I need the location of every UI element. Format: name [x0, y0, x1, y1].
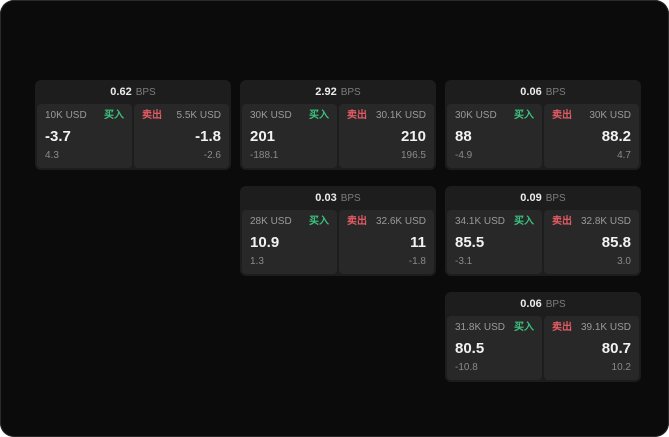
sell-sub-value: 3.0	[617, 256, 631, 267]
sell-price: -1.8	[195, 127, 221, 145]
sell-side-label: 卖出	[552, 110, 572, 121]
buy-panel[interactable]: 28K USD 买入 10.9 1.3	[242, 210, 337, 274]
sell-side-label: 卖出	[142, 110, 162, 121]
sell-panel[interactable]: 卖出 32.6K USD 11 -1.8	[339, 210, 434, 274]
buy-price: 85.5	[455, 233, 485, 251]
quote-card: 0.06 BPS 30K USD 买入 88 -4.9 卖出 30K USD 8…	[445, 80, 641, 170]
quote-card: 0.03 BPS 28K USD 买入 10.9 1.3 卖出 32.6K US…	[240, 186, 436, 276]
spread-value: 0.62	[110, 86, 132, 98]
buy-sub-value: -10.8	[455, 362, 478, 373]
buy-sub-value: -188.1	[250, 150, 279, 161]
spread-header: 0.09 BPS	[445, 186, 641, 210]
bps-label: BPS	[340, 86, 361, 98]
buy-panel[interactable]: 10K USD 买入 -3.7 4.3	[37, 104, 132, 168]
buy-price: 10.9	[250, 233, 280, 251]
quote-card: 2.92 BPS 30K USD 买入 201 -188.1 卖出 30.1K …	[240, 80, 436, 170]
sell-side-label: 卖出	[347, 216, 367, 227]
buy-side-label: 买入	[514, 216, 534, 227]
buy-side-label: 买入	[514, 110, 534, 121]
spread-header: 0.03 BPS	[240, 186, 436, 210]
buy-sub-value: 1.3	[250, 256, 264, 267]
spread-value: 0.06	[520, 86, 542, 98]
buy-price: 88	[455, 127, 472, 145]
buy-size: 31.8K USD	[455, 322, 506, 333]
quote-panels: 10K USD 买入 -3.7 4.3 卖出 5.5K USD -1.8 -2.…	[35, 104, 231, 170]
buy-price: 80.5	[455, 339, 485, 357]
spread-value: 0.03	[315, 192, 337, 204]
buy-size: 10K USD	[45, 110, 87, 121]
buy-panel[interactable]: 30K USD 买入 201 -188.1	[242, 104, 337, 168]
sell-panel[interactable]: 卖出 30.1K USD 210 196.5	[339, 104, 434, 168]
sell-panel[interactable]: 卖出 39.1K USD 80.7 10.2	[544, 316, 639, 380]
quote-panels: 30K USD 买入 88 -4.9 卖出 30K USD 88.2 4.7	[445, 104, 641, 170]
spread-header: 0.62 BPS	[35, 80, 231, 104]
quote-panels: 34.1K USD 买入 85.5 -3.1 卖出 32.8K USD 85.8…	[445, 210, 641, 276]
sell-size: 39.1K USD	[580, 322, 631, 333]
buy-panel[interactable]: 31.8K USD 买入 80.5 -10.8	[447, 316, 542, 380]
buy-size: 30K USD	[455, 110, 497, 121]
sell-side-label: 卖出	[552, 216, 572, 227]
quote-card: 0.09 BPS 34.1K USD 买入 85.5 -3.1 卖出 32.8K…	[445, 186, 641, 276]
buy-panel[interactable]: 30K USD 买入 88 -4.9	[447, 104, 542, 168]
buy-sub-value: -3.1	[455, 256, 473, 267]
bps-label: BPS	[545, 192, 566, 204]
sell-price: 88.2	[601, 127, 631, 145]
sell-size: 30.1K USD	[375, 110, 426, 121]
sell-side-label: 卖出	[552, 322, 572, 333]
spread-header: 0.06 BPS	[445, 80, 641, 104]
sell-sub-value: 10.2	[611, 362, 631, 373]
buy-side-label: 买入	[309, 110, 329, 121]
sell-size: 32.8K USD	[580, 216, 631, 227]
bps-label: BPS	[545, 298, 566, 310]
buy-side-label: 买入	[104, 110, 124, 121]
sell-sub-value: -1.8	[408, 256, 426, 267]
spread-value: 2.92	[315, 86, 337, 98]
sell-size: 30K USD	[589, 110, 631, 121]
spread-header: 2.92 BPS	[240, 80, 436, 104]
quote-card: 0.06 BPS 31.8K USD 买入 80.5 -10.8 卖出 39.1…	[445, 292, 641, 382]
quote-panels: 28K USD 买入 10.9 1.3 卖出 32.6K USD 11 -1.8	[240, 210, 436, 276]
quote-panels: 30K USD 买入 201 -188.1 卖出 30.1K USD 210 1…	[240, 104, 436, 170]
buy-sub-value: -4.9	[455, 150, 473, 161]
sell-side-label: 卖出	[347, 110, 367, 121]
buy-price: -3.7	[45, 127, 71, 145]
buy-price: 201	[250, 127, 276, 145]
sell-panel[interactable]: 卖出 30K USD 88.2 4.7	[544, 104, 639, 168]
sell-size: 5.5K USD	[176, 110, 221, 121]
sell-panel[interactable]: 卖出 5.5K USD -1.8 -2.6	[134, 104, 229, 168]
spread-header: 0.06 BPS	[445, 292, 641, 316]
bps-label: BPS	[135, 86, 156, 98]
sell-sub-value: 196.5	[400, 150, 426, 161]
spread-value: 0.06	[520, 298, 542, 310]
quote-panels: 31.8K USD 买入 80.5 -10.8 卖出 39.1K USD 80.…	[445, 316, 641, 382]
sell-sub-value: -2.6	[203, 150, 221, 161]
buy-panel[interactable]: 34.1K USD 买入 85.5 -3.1	[447, 210, 542, 274]
buy-size: 28K USD	[250, 216, 292, 227]
spread-value: 0.09	[520, 192, 542, 204]
sell-price: 210	[400, 127, 426, 145]
buy-sub-value: 4.3	[45, 150, 59, 161]
sell-price: 11	[410, 233, 426, 251]
buy-side-label: 买入	[309, 216, 329, 227]
bps-label: BPS	[545, 86, 566, 98]
sell-price: 85.8	[601, 233, 631, 251]
buy-side-label: 买入	[514, 322, 534, 333]
quote-card: 0.62 BPS 10K USD 买入 -3.7 4.3 卖出 5.5K USD…	[35, 80, 231, 170]
sell-price: 80.7	[601, 339, 631, 357]
bps-label: BPS	[340, 192, 361, 204]
buy-size: 34.1K USD	[455, 216, 506, 227]
sell-size: 32.6K USD	[375, 216, 426, 227]
buy-size: 30K USD	[250, 110, 292, 121]
sell-panel[interactable]: 卖出 32.8K USD 85.8 3.0	[544, 210, 639, 274]
sell-sub-value: 4.7	[617, 150, 631, 161]
